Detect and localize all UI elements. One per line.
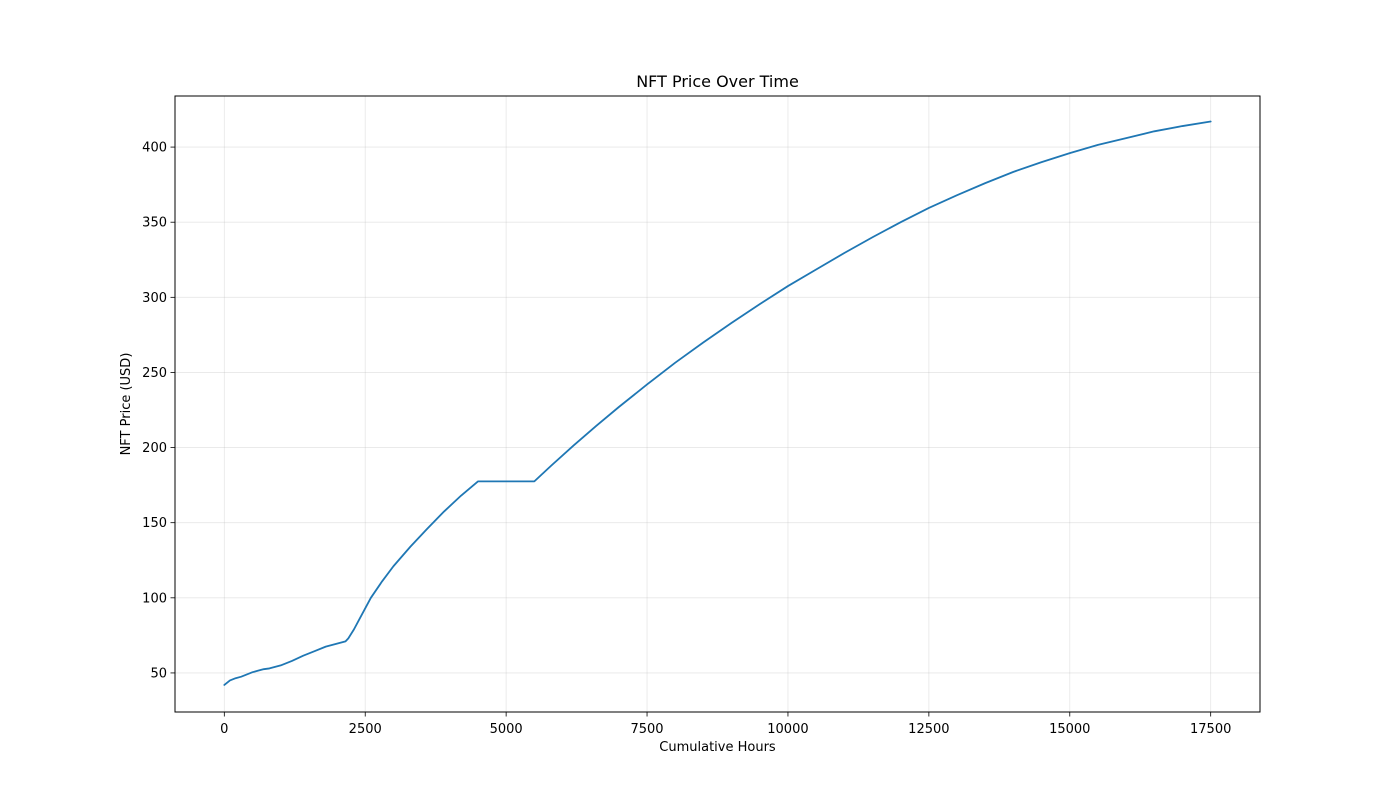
x-axis-ticks: 0 2500 5000 7500 10000 12500 15000 17500 <box>220 712 1231 737</box>
y-axis-ticks: 50 100 150 200 250 300 350 400 <box>142 141 175 681</box>
x-tick-label: 7500 <box>630 722 663 737</box>
y-tick-label: 200 <box>142 441 167 456</box>
y-tick-label: 400 <box>142 141 167 156</box>
y-tick-label: 150 <box>142 516 167 531</box>
x-tick-label: 0 <box>220 722 228 737</box>
y-tick-label: 300 <box>142 291 167 306</box>
x-tick-label: 15000 <box>1049 722 1090 737</box>
y-axis-label: NFT Price (USD) <box>119 353 134 456</box>
grid <box>175 96 1260 712</box>
y-tick-label: 250 <box>142 366 167 381</box>
chart-title: NFT Price Over Time <box>636 72 799 91</box>
x-tick-label: 2500 <box>349 722 382 737</box>
plot-area <box>223 120 1212 686</box>
x-tick-label: 17500 <box>1190 722 1231 737</box>
x-axis-label: Cumulative Hours <box>659 740 776 755</box>
y-tick-label: 350 <box>142 216 167 231</box>
y-tick-label: 50 <box>150 666 167 681</box>
y-tick-label: 100 <box>142 591 167 606</box>
price-series-line <box>223 120 1212 686</box>
axes-frame <box>174 95 1261 713</box>
x-tick-label: 5000 <box>490 722 523 737</box>
x-tick-label: 12500 <box>908 722 949 737</box>
x-tick-label: 10000 <box>767 722 808 737</box>
